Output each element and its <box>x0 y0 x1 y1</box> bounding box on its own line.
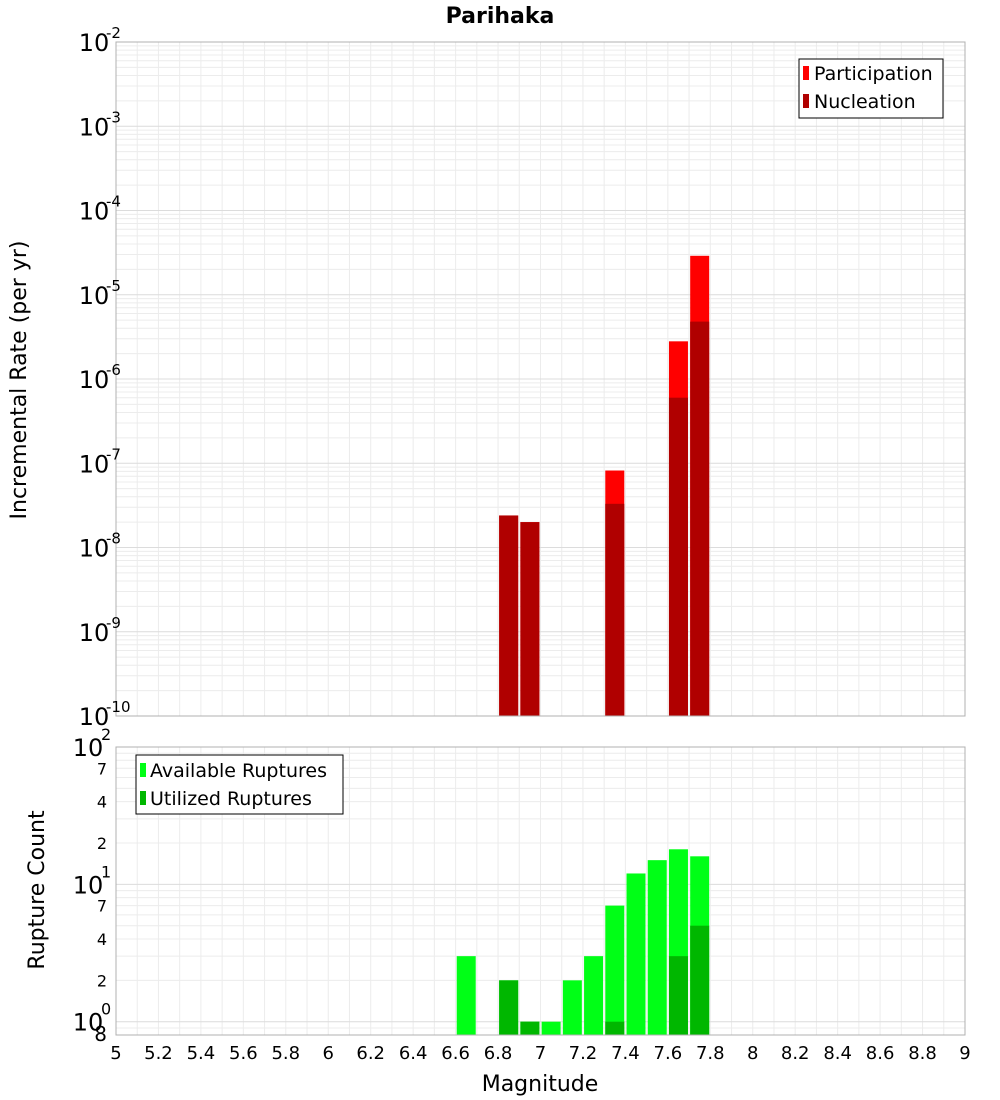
top-y-tick-label: 10 <box>79 450 110 478</box>
x-tick-label: 9 <box>959 1043 970 1064</box>
bar-utilized-ruptures <box>499 980 519 1035</box>
legend-swatch <box>140 791 146 805</box>
x-axis-label: Magnitude <box>482 1072 599 1097</box>
top-y-tick-exponent: -10 <box>106 698 131 716</box>
bar-available-ruptures <box>647 860 667 1035</box>
bottom-y-minor-tick-label: 7 <box>97 759 107 778</box>
bar-nucleation <box>690 321 710 716</box>
bottom-y-tick-label: 10 <box>73 1009 104 1037</box>
bar-nucleation <box>499 515 519 716</box>
bottom-plot-border <box>115 746 966 1036</box>
legend-box <box>135 754 344 815</box>
x-tick-label: 7.6 <box>654 1043 683 1064</box>
x-tick-label: 5.6 <box>229 1043 258 1064</box>
legend-swatch <box>803 94 809 108</box>
bar-available-ruptures <box>562 980 582 1035</box>
legend-label: Utilized Ruptures <box>150 788 312 810</box>
top-y-tick-exponent: -6 <box>106 361 121 379</box>
legend-swatch <box>803 66 809 80</box>
bottom-y-tick-label: 10 <box>73 734 104 762</box>
x-tick-label: 7.4 <box>611 1043 640 1064</box>
x-tick-label: 7 <box>535 1043 546 1064</box>
legend-label: Nucleation <box>814 91 916 113</box>
bar-available-ruptures <box>626 873 646 1035</box>
x-tick-label: 8.8 <box>908 1043 937 1064</box>
top-plot-border <box>115 41 966 717</box>
top-y-tick-label: 10 <box>79 703 110 731</box>
x-tick-label: 7.8 <box>696 1043 725 1064</box>
x-tick-label: 5.8 <box>271 1043 300 1064</box>
x-tick-label: 6.8 <box>484 1043 513 1064</box>
top-y-tick-exponent: -8 <box>106 530 121 548</box>
bottom-y-minor-tick-label: 2 <box>97 834 107 853</box>
top-y-tick-label: 10 <box>79 366 110 394</box>
x-tick-label: 5 <box>110 1043 121 1064</box>
bottom-y-minor-tick-label: 4 <box>97 930 107 949</box>
legend-label: Participation <box>814 63 933 85</box>
bar-available-ruptures <box>605 905 625 1035</box>
bottom-y-minor-tick-label: 7 <box>97 897 107 916</box>
bottom-legend: Available Ruptures Utilized Ruptures <box>135 754 344 815</box>
x-tick-label: 8.4 <box>823 1043 852 1064</box>
bar-available-ruptures <box>541 1021 561 1035</box>
bar-utilized-ruptures <box>520 1021 540 1035</box>
top-y-tick-label: 10 <box>79 535 110 563</box>
chart-title: Parihaka <box>446 4 555 29</box>
top-y-tick-exponent: -7 <box>106 445 121 463</box>
top-y-tick-label: 10 <box>79 198 110 226</box>
bar-utilized-ruptures <box>690 925 710 1035</box>
x-tick-label: 6.6 <box>441 1043 470 1064</box>
bar-utilized-ruptures <box>668 956 688 1035</box>
top-legend: Participation Nucleation <box>798 58 944 119</box>
legend-box <box>798 58 944 119</box>
top-y-tick-exponent: -2 <box>106 24 121 42</box>
top-y-tick-exponent: -5 <box>106 277 121 295</box>
x-tick-label: 6.4 <box>399 1043 428 1064</box>
bar-available-ruptures <box>584 956 604 1035</box>
top-y-tick-label: 10 <box>79 29 110 57</box>
bottom-y-tick-label: 10 <box>73 871 104 899</box>
x-tick-label: 6.2 <box>356 1043 385 1064</box>
bar-nucleation <box>605 503 625 716</box>
legend-label: Available Ruptures <box>150 760 327 782</box>
bar-nucleation <box>668 397 688 716</box>
x-tick-label: 8.6 <box>866 1043 895 1064</box>
bottom-y-minor-tick-label: 2 <box>97 971 107 990</box>
top-y-tick-label: 10 <box>79 282 110 310</box>
x-tick-label: 8 <box>747 1043 758 1064</box>
x-tick-label: 5.2 <box>144 1043 173 1064</box>
x-tick-label: 6 <box>323 1043 334 1064</box>
bottom-y-axis-label: Rupture Count <box>25 810 50 970</box>
bottom-y-minor-tick-label: 8 <box>94 1022 107 1046</box>
bar-nucleation <box>520 522 540 716</box>
bottom-y-tick-exponent: 1 <box>101 862 111 881</box>
bottom-y-tick-exponent: 0 <box>101 1000 111 1019</box>
x-tick-label: 5.4 <box>187 1043 216 1064</box>
top-y-tick-exponent: -4 <box>106 193 121 211</box>
top-y-tick-exponent: -9 <box>106 614 121 632</box>
top-y-tick-exponent: -3 <box>106 108 121 126</box>
x-tick-label: 8.2 <box>781 1043 810 1064</box>
bar-available-ruptures <box>456 956 476 1035</box>
top-y-tick-label: 10 <box>79 619 110 647</box>
legend-swatch <box>140 763 146 777</box>
bottom-y-minor-tick-label: 4 <box>97 793 107 812</box>
bottom-y-tick-exponent: 2 <box>101 725 111 744</box>
x-tick-label: 7.2 <box>569 1043 598 1064</box>
top-y-tick-label: 10 <box>79 113 110 141</box>
top-y-axis-label: Incremental Rate (per yr) <box>7 241 32 520</box>
bar-utilized-ruptures <box>605 1021 625 1035</box>
